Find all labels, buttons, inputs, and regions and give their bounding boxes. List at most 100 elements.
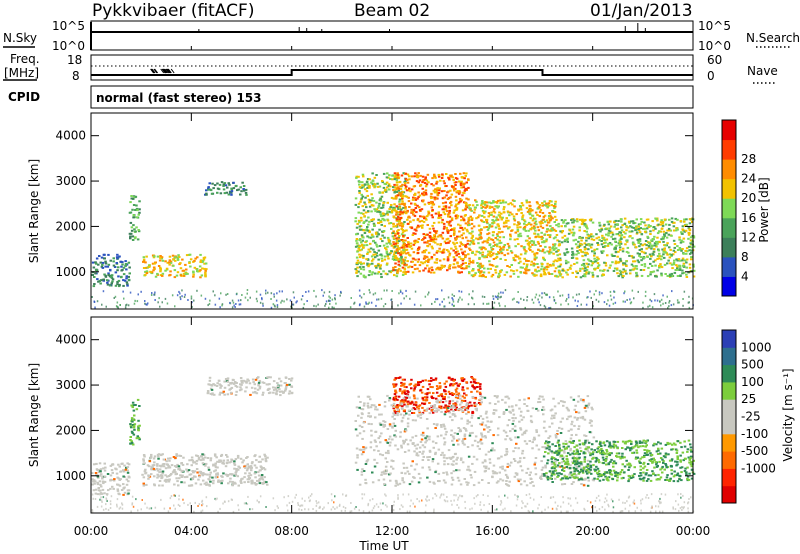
data-cell bbox=[422, 455, 425, 458]
data-cell bbox=[455, 181, 458, 184]
nsky-right-tick-bottom: 10^0 bbox=[698, 39, 731, 53]
data-cell bbox=[177, 484, 180, 487]
data-cell bbox=[487, 239, 490, 241]
data-cell bbox=[636, 259, 640, 262]
data-cell bbox=[672, 303, 675, 306]
data-cell bbox=[528, 237, 531, 240]
data-cell bbox=[375, 232, 378, 235]
data-cell bbox=[529, 263, 533, 266]
data-cell bbox=[412, 394, 416, 397]
data-cell bbox=[407, 400, 410, 403]
data-cell bbox=[465, 267, 468, 270]
data-cell bbox=[609, 225, 613, 228]
data-cell bbox=[129, 439, 132, 441]
data-cell bbox=[450, 193, 454, 196]
data-cell bbox=[382, 186, 386, 189]
data-cell bbox=[220, 292, 222, 295]
data-cell bbox=[377, 249, 381, 252]
data-cell bbox=[410, 211, 413, 214]
data-cell bbox=[603, 268, 606, 271]
data-cell bbox=[213, 470, 216, 473]
data-cell bbox=[404, 249, 407, 251]
data-cell bbox=[692, 265, 695, 268]
data-cell bbox=[523, 257, 526, 260]
data-cell bbox=[126, 469, 129, 472]
data-cell bbox=[472, 239, 475, 242]
data-cell bbox=[682, 262, 686, 265]
data-cell bbox=[538, 401, 542, 403]
data-cell bbox=[546, 228, 549, 231]
data-cell bbox=[138, 424, 141, 427]
data-cell bbox=[676, 218, 679, 221]
data-cell bbox=[154, 261, 157, 264]
data-cell bbox=[452, 266, 455, 269]
data-cell bbox=[435, 189, 439, 192]
data-cell bbox=[191, 305, 193, 308]
data-cell bbox=[375, 254, 379, 257]
data-cell bbox=[668, 300, 671, 302]
data-cell bbox=[421, 175, 425, 178]
data-cell bbox=[470, 237, 473, 240]
data-cell bbox=[625, 265, 628, 267]
data-cell bbox=[245, 380, 248, 383]
data-cell bbox=[399, 376, 402, 379]
data-cell bbox=[495, 296, 498, 299]
data-cell bbox=[608, 227, 611, 230]
data-cell bbox=[611, 255, 614, 257]
data-cell bbox=[479, 387, 482, 390]
data-cell bbox=[624, 232, 627, 235]
data-cell bbox=[443, 390, 446, 393]
data-cell bbox=[403, 180, 406, 183]
data-cell bbox=[525, 267, 528, 270]
data-cell bbox=[406, 179, 409, 182]
data-cell bbox=[461, 259, 465, 262]
data-cell bbox=[209, 299, 211, 302]
data-cell bbox=[236, 292, 238, 295]
data-cell bbox=[685, 258, 689, 261]
data-cell bbox=[596, 258, 599, 261]
data-cell bbox=[457, 265, 460, 268]
data-cell bbox=[226, 393, 230, 396]
data-cell bbox=[475, 409, 478, 412]
data-cell bbox=[130, 426, 133, 429]
data-cell bbox=[499, 202, 502, 204]
data-cell bbox=[499, 247, 503, 250]
data-cell bbox=[457, 201, 461, 204]
data-cell bbox=[499, 250, 503, 253]
data-cell bbox=[357, 175, 360, 178]
data-cell bbox=[430, 214, 434, 217]
data-cell bbox=[396, 271, 399, 274]
data-cell bbox=[426, 224, 429, 226]
data-cell bbox=[117, 275, 120, 278]
data-cell bbox=[548, 217, 551, 220]
data-cell bbox=[258, 455, 261, 458]
data-cell bbox=[368, 184, 371, 187]
data-cell bbox=[418, 270, 421, 273]
data-cell bbox=[207, 468, 211, 471]
data-cell bbox=[509, 238, 512, 241]
data-cell bbox=[664, 223, 668, 226]
data-cell bbox=[101, 488, 105, 491]
data-cell bbox=[570, 434, 573, 437]
data-cell bbox=[571, 234, 575, 237]
data-cell bbox=[486, 254, 490, 256]
data-cell bbox=[377, 210, 381, 213]
data-cell bbox=[576, 246, 579, 249]
data-cell bbox=[688, 301, 690, 304]
data-cell bbox=[187, 299, 189, 301]
data-cell bbox=[160, 477, 163, 480]
data-cell bbox=[284, 382, 287, 384]
data-cell bbox=[669, 262, 672, 265]
data-cell bbox=[100, 492, 104, 495]
data-cell bbox=[400, 198, 404, 201]
data-cell bbox=[470, 241, 474, 244]
data-cell bbox=[119, 260, 123, 263]
data-cell bbox=[637, 241, 641, 244]
data-cell bbox=[591, 250, 594, 253]
data-cell bbox=[218, 379, 221, 382]
data-cell bbox=[110, 469, 114, 472]
data-cell bbox=[235, 469, 238, 472]
data-cell bbox=[552, 260, 556, 263]
data-cell bbox=[480, 248, 483, 251]
data-cell bbox=[467, 411, 470, 414]
